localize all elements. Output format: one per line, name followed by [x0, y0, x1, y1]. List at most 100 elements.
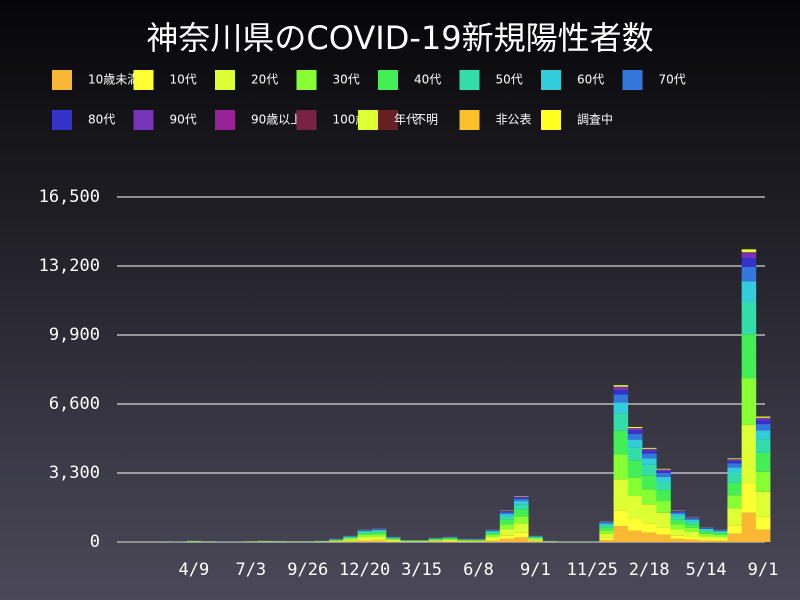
bar-segment	[698, 536, 714, 540]
bar-segment	[741, 301, 757, 335]
bar-segment	[613, 526, 629, 542]
bar-segment	[755, 430, 771, 440]
bar-segment	[727, 482, 742, 496]
bar-segment	[599, 523, 614, 525]
bar-segment	[357, 540, 373, 542]
bar-segment	[670, 512, 686, 515]
legend-swatch	[459, 70, 480, 90]
bar-segment	[343, 538, 358, 540]
bar-segment	[755, 529, 771, 542]
legend-swatch	[215, 70, 235, 90]
bar-segment	[613, 386, 629, 388]
bar-segment	[642, 523, 657, 533]
bar-segment	[755, 439, 771, 453]
bar-segment	[485, 533, 501, 535]
bar-segment	[485, 531, 501, 534]
bar-segment	[642, 449, 657, 451]
x-tick-label: 4/9	[179, 560, 210, 580]
bar-segment	[385, 539, 401, 541]
bar-segment	[357, 531, 373, 534]
bar-segment	[698, 528, 714, 529]
bar-segment	[613, 479, 629, 511]
bar-segment	[343, 540, 358, 542]
bar-segment	[642, 464, 657, 476]
bar-segment	[499, 538, 515, 542]
bar-segment	[329, 540, 344, 541]
bar-segment	[741, 424, 757, 484]
bar-segment	[684, 519, 700, 522]
bar-segment	[741, 378, 757, 425]
bar-segment	[741, 512, 757, 542]
bar-segment	[442, 538, 458, 540]
bar-segment	[627, 519, 643, 531]
bar-segment	[741, 252, 757, 254]
bar-segment	[727, 508, 742, 526]
bar-segment	[670, 535, 686, 539]
bar-segment	[457, 540, 472, 542]
bar-segment	[343, 539, 358, 541]
bar-segment	[727, 460, 742, 464]
bar-segment	[713, 531, 728, 534]
bar-segment	[528, 540, 543, 542]
bar-segment	[656, 501, 671, 513]
legend-swatch	[296, 110, 317, 130]
bar-segment	[613, 387, 629, 390]
legend-label: 10代	[170, 73, 197, 87]
bar-segment	[642, 447, 657, 449]
bar-segment	[741, 483, 757, 513]
bar-segment	[727, 467, 742, 474]
bar-segment	[485, 536, 501, 540]
bar-segment	[727, 463, 742, 468]
bar-segment	[599, 537, 614, 540]
legend-swatch	[541, 70, 561, 90]
bar-segment	[656, 468, 671, 470]
bar-segment	[684, 517, 700, 519]
bar-segment	[642, 532, 657, 542]
bar-segment	[727, 533, 742, 542]
chart-title: 神奈川県のCOVID-19新規陽性者数	[146, 19, 653, 57]
bar-segment	[627, 439, 643, 448]
legend-swatch	[133, 110, 154, 130]
bar-segment	[514, 504, 529, 510]
bar-segment	[385, 539, 401, 540]
bar-segment	[755, 420, 771, 425]
bar-segment	[371, 529, 387, 531]
legend-swatch	[296, 70, 317, 90]
legend-label: 調査中	[577, 112, 613, 127]
bar-segment	[613, 430, 629, 455]
bar-segment	[343, 537, 358, 539]
bar-segment	[698, 540, 714, 542]
bar-segment	[670, 514, 686, 517]
bar-segment	[627, 433, 643, 440]
legend-swatch	[541, 110, 561, 130]
bar-segment	[684, 536, 700, 540]
bar-segment	[613, 454, 629, 480]
bar-segment	[627, 430, 643, 434]
bar-segment	[442, 539, 458, 540]
x-tick-label: 11/25	[567, 560, 618, 580]
bar-segment	[613, 389, 629, 395]
bar-segment	[741, 258, 757, 267]
bar-segment	[656, 527, 671, 535]
bar-segment	[385, 538, 401, 540]
legend-label: 50代	[496, 73, 523, 87]
bar-segment	[514, 496, 529, 498]
legend-label: 90歳以上	[251, 113, 302, 127]
bar-segment	[684, 524, 700, 528]
bar-segment	[371, 530, 387, 533]
bar-segment	[698, 533, 714, 537]
legend-label: 80代	[88, 113, 115, 127]
bar-segment	[428, 539, 444, 541]
legend-label: 10歳未満	[88, 73, 139, 87]
bar-segment	[741, 253, 757, 259]
bar-segment	[471, 540, 486, 541]
bar-segment	[670, 516, 686, 520]
bar-segment	[514, 532, 529, 538]
bar-segment	[755, 471, 771, 492]
bar-segment	[528, 536, 543, 538]
bar-segment	[713, 530, 728, 531]
bar-segment	[499, 516, 515, 520]
y-tick-label: 13,200	[39, 256, 100, 276]
bar-segment	[485, 530, 501, 532]
bar-segment	[670, 538, 686, 542]
